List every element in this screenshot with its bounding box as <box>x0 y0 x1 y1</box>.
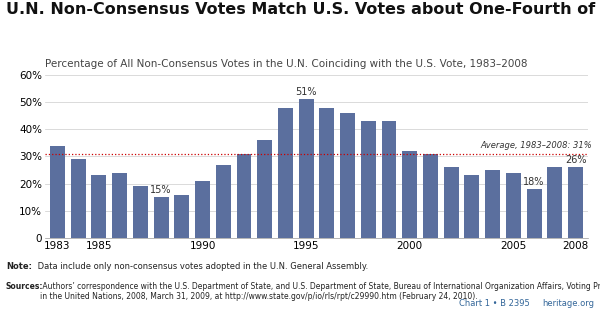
Bar <box>50 146 65 238</box>
Text: 26%: 26% <box>565 155 586 165</box>
Text: 15%: 15% <box>151 185 172 195</box>
Text: Note:: Note: <box>6 262 32 272</box>
Text: Percentage of All Non-Consensus Votes in the U.N. Coinciding with the U.S. Vote,: Percentage of All Non-Consensus Votes in… <box>45 59 527 69</box>
Text: 51%: 51% <box>295 87 317 97</box>
Text: U.N. Non-Consensus Votes Match U.S. Votes about One-Fourth of the Time: U.N. Non-Consensus Votes Match U.S. Vote… <box>6 2 600 17</box>
Bar <box>403 151 417 238</box>
Bar <box>506 173 521 238</box>
Bar <box>423 154 438 238</box>
Bar <box>547 167 562 238</box>
Bar <box>299 99 314 238</box>
Bar <box>216 165 230 238</box>
Text: Chart 1 • B 2395: Chart 1 • B 2395 <box>459 299 530 308</box>
Bar <box>382 121 397 238</box>
Bar <box>154 197 169 238</box>
Text: Authors’ correspondence with the U.S. Department of State, and U.S. Department o: Authors’ correspondence with the U.S. De… <box>40 282 600 302</box>
Text: Average, 1983–2008: 31%: Average, 1983–2008: 31% <box>481 141 592 150</box>
Bar <box>257 140 272 238</box>
Text: 18%: 18% <box>523 177 545 187</box>
Text: heritage.org: heritage.org <box>542 299 594 308</box>
Bar <box>133 186 148 238</box>
Bar <box>71 159 86 238</box>
Bar <box>236 154 251 238</box>
Text: Data include only non-consensus votes adopted in the U.N. General Assembly.: Data include only non-consensus votes ad… <box>35 262 368 272</box>
Bar <box>340 113 355 238</box>
Bar <box>175 195 189 238</box>
Bar <box>527 189 542 238</box>
Bar <box>568 167 583 238</box>
Bar <box>195 181 210 238</box>
Bar <box>464 175 479 238</box>
Bar <box>444 167 458 238</box>
Bar <box>361 121 376 238</box>
Bar <box>112 173 127 238</box>
Text: Sources:: Sources: <box>6 282 44 291</box>
Bar <box>91 175 106 238</box>
Bar <box>485 170 500 238</box>
Bar <box>319 108 334 238</box>
Bar <box>278 108 293 238</box>
